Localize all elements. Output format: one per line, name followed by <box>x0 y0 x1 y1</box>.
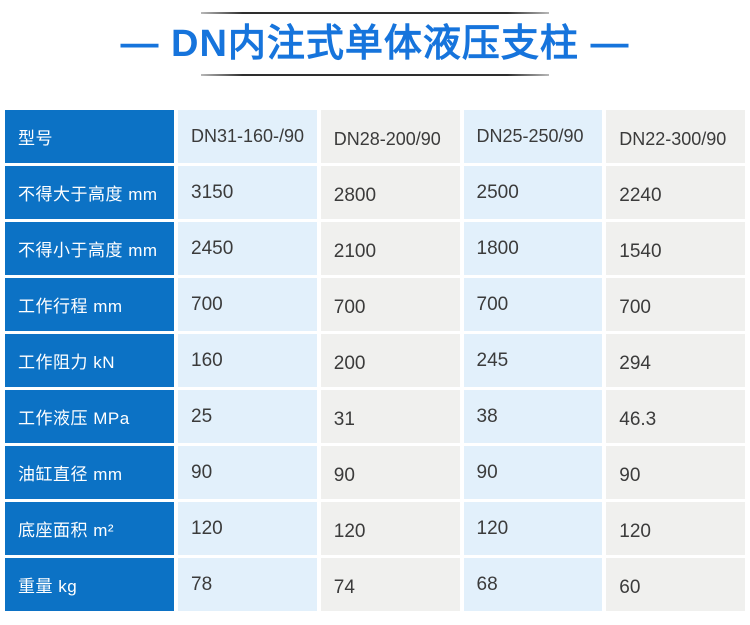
value-text: 46.3 <box>619 408 657 430</box>
value-text: 68 <box>476 573 498 595</box>
row-label-cell: 底座面积 m² <box>5 502 174 555</box>
value-text: 700 <box>619 296 651 318</box>
value-text: 2800 <box>333 184 377 206</box>
model-header-cell: DN28-200/90 <box>320 110 460 163</box>
value-cell: 700 <box>606 278 745 331</box>
value-text: 160 <box>191 349 223 371</box>
value-cell: 3150 <box>178 166 317 219</box>
value-text: 2240 <box>619 184 662 206</box>
value-text: 120 <box>476 517 509 539</box>
value-text: 2450 <box>191 237 234 259</box>
value-cell: 1540 <box>606 222 745 275</box>
value-cell: 2450 <box>178 222 317 275</box>
value-text: 200 <box>333 352 366 374</box>
value-cell: 74 <box>320 558 460 611</box>
value-text: 120 <box>619 520 651 542</box>
value-cell: 90 <box>463 446 603 499</box>
value-text: 1800 <box>476 237 519 259</box>
value-text: 120 <box>333 520 366 542</box>
value-cell: 90 <box>320 446 460 499</box>
value-text: 245 <box>476 349 509 371</box>
value-cell: 90 <box>178 446 317 499</box>
value-cell: 2100 <box>320 222 460 275</box>
value-cell: 38 <box>463 390 603 443</box>
title-rule-top <box>201 12 549 14</box>
value-cell: 2240 <box>606 166 745 219</box>
value-text: 700 <box>476 293 509 315</box>
row-label-cell: 不得大于高度 mm <box>5 166 174 219</box>
row-label-cell: 重量 kg <box>5 558 174 611</box>
model-name: DN25-250/90 <box>476 126 584 146</box>
value-text: 90 <box>476 461 498 483</box>
model-name: DN22-300/90 <box>619 129 727 149</box>
value-cell: 120 <box>178 502 317 555</box>
value-text: 1540 <box>619 240 662 262</box>
value-cell: 31 <box>320 390 460 443</box>
row-label-cell: 工作液压 MPa <box>5 390 174 443</box>
page-title: — DN内注式单体液压支柱 — <box>120 23 630 65</box>
model-name: DN31-160-/90 <box>191 126 305 146</box>
value-cell: 700 <box>320 278 460 331</box>
value-text: 700 <box>333 296 366 318</box>
value-cell: 294 <box>606 334 745 387</box>
value-text: 90 <box>619 464 641 486</box>
value-text: 2100 <box>333 240 377 262</box>
value-cell: 120 <box>606 502 745 555</box>
row-label-cell: 不得小于高度 mm <box>5 222 174 275</box>
value-cell: 78 <box>178 558 317 611</box>
row-label-cell: 工作阻力 kN <box>5 334 174 387</box>
value-text: 38 <box>476 405 498 427</box>
value-cell: 160 <box>178 334 317 387</box>
value-text: 78 <box>191 573 213 595</box>
value-text: 90 <box>333 464 355 486</box>
model-header-cell: DN25-250/90 <box>463 110 603 163</box>
value-text: 120 <box>191 517 223 539</box>
value-cell: 700 <box>178 278 317 331</box>
model-name: DN28-200/90 <box>333 129 441 149</box>
title-block: — DN内注式单体液压支柱 — <box>0 0 750 76</box>
value-cell: 46.3 <box>606 390 745 443</box>
value-cell: 60 <box>606 558 745 611</box>
value-text: 25 <box>191 405 213 427</box>
value-cell: 2800 <box>320 166 460 219</box>
value-cell: 120 <box>320 502 460 555</box>
model-header-cell: DN22-300/90 <box>606 110 745 163</box>
row-label-cell: 油缸直径 mm <box>5 446 174 499</box>
value-text: 31 <box>333 408 355 430</box>
value-cell: 25 <box>178 390 317 443</box>
value-text: 60 <box>619 576 641 598</box>
value-text: 700 <box>191 293 223 315</box>
value-cell: 1800 <box>463 222 603 275</box>
value-cell: 245 <box>463 334 603 387</box>
row-label-cell: 工作行程 mm <box>5 278 174 331</box>
spec-table: 型号 DN31-160-/90 DN28-200/90 DN25-250/90 … <box>5 110 745 611</box>
value-cell: 120 <box>463 502 603 555</box>
value-text: 74 <box>333 576 355 598</box>
corner-header-cell: 型号 <box>5 110 174 163</box>
value-text: 294 <box>619 352 651 374</box>
value-cell: 2500 <box>463 166 603 219</box>
value-cell: 68 <box>463 558 603 611</box>
value-cell: 90 <box>606 446 745 499</box>
value-cell: 700 <box>463 278 603 331</box>
title-rule-bottom <box>201 74 549 76</box>
value-cell: 200 <box>320 334 460 387</box>
value-text: 3150 <box>191 181 234 203</box>
value-text: 2500 <box>476 181 519 203</box>
value-text: 90 <box>191 461 213 483</box>
model-header-cell: DN31-160-/90 <box>178 110 317 163</box>
